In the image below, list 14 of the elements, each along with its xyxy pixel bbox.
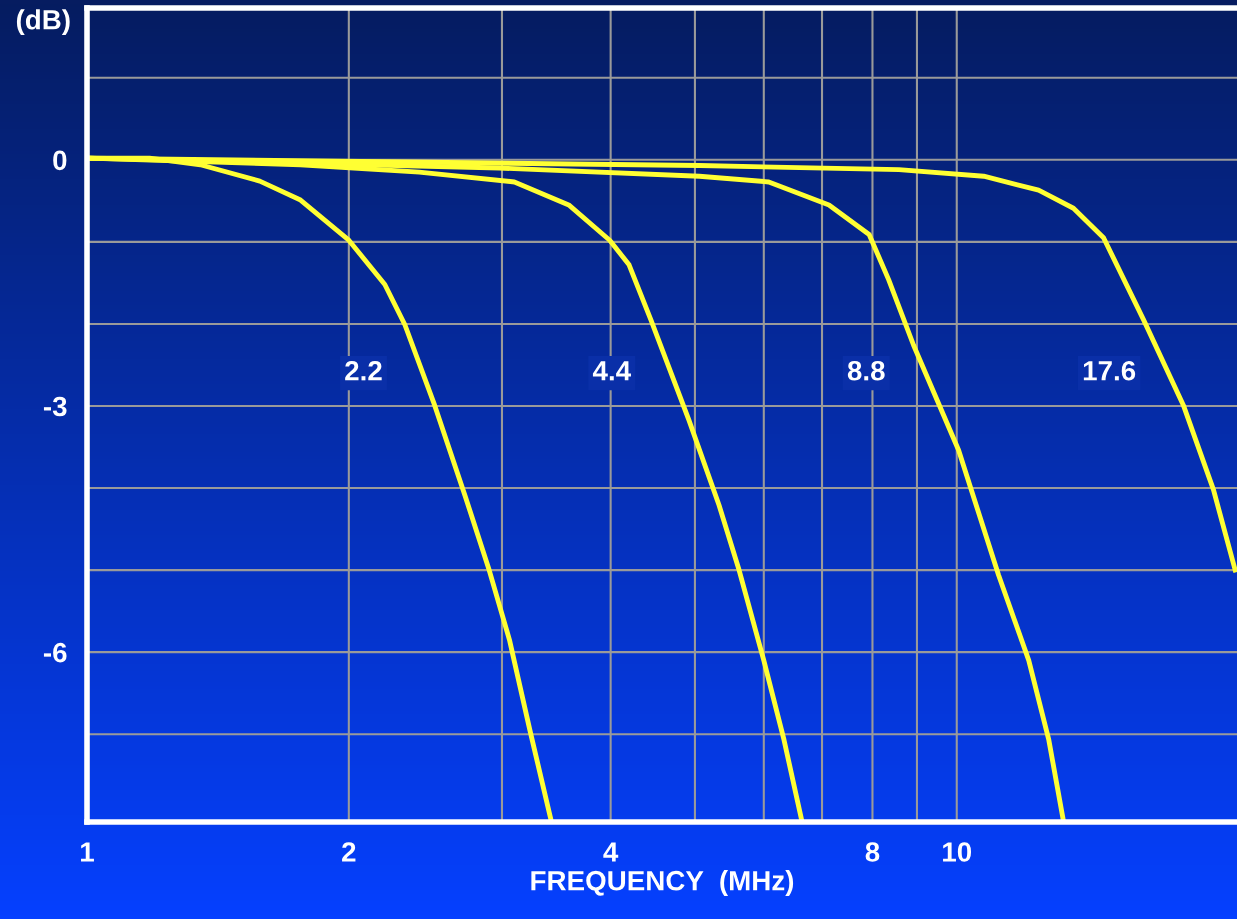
x-tick-label: 10 bbox=[943, 842, 972, 862]
x-tick-label: 2 bbox=[342, 842, 356, 862]
series-label: 17.6 bbox=[1083, 360, 1136, 381]
x-tick-label: 4 bbox=[603, 842, 619, 862]
series-label: 2.2 bbox=[345, 360, 382, 381]
series-label: 4.4 bbox=[592, 361, 631, 381]
x-tick-label: 1 bbox=[81, 842, 94, 862]
y-axis-title: (dB) bbox=[16, 9, 70, 36]
series-label: 8.8 bbox=[847, 360, 885, 381]
y-tick-label: -3 bbox=[43, 396, 67, 417]
y-tick-label: -6 bbox=[43, 642, 67, 663]
x-tick-label: 8 bbox=[865, 842, 880, 862]
y-tick-label: 0 bbox=[53, 150, 67, 171]
x-axis-title: FREQUENCY (MHz) bbox=[531, 870, 794, 897]
